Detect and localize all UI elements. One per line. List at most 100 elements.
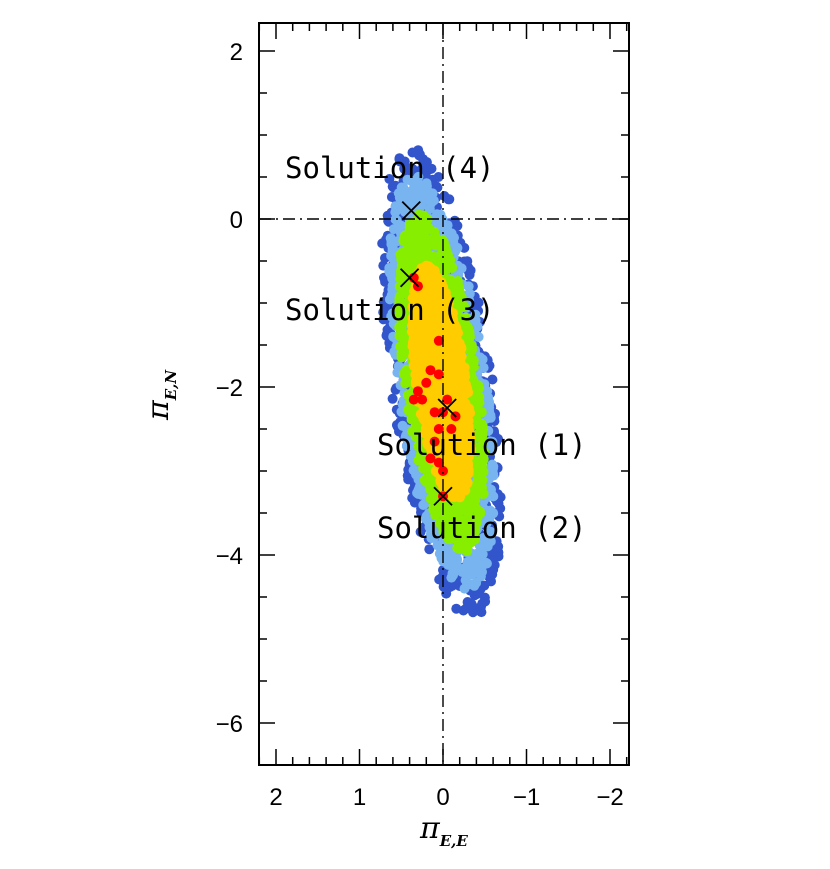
solution-label: Solution (1) bbox=[377, 428, 587, 462]
cloud-point bbox=[404, 439, 415, 450]
cloud-point bbox=[484, 402, 495, 413]
cloud-point bbox=[464, 579, 475, 590]
cloud-point bbox=[446, 262, 457, 273]
cloud-point bbox=[443, 477, 454, 488]
cloud-point bbox=[391, 236, 402, 247]
cloud-point bbox=[473, 297, 484, 308]
cloud-point bbox=[452, 220, 463, 231]
cloud-point bbox=[403, 474, 414, 485]
cloud-point bbox=[407, 242, 418, 253]
cloud-point bbox=[384, 266, 395, 277]
x-tick-label: −2 bbox=[596, 784, 623, 811]
cloud-point bbox=[421, 260, 432, 271]
cloud-point bbox=[408, 187, 419, 198]
x-tick-label: 0 bbox=[436, 784, 449, 811]
cloud-point bbox=[395, 156, 405, 167]
cloud-point bbox=[472, 603, 483, 614]
cloud-point bbox=[417, 239, 428, 250]
cloud-point bbox=[410, 220, 420, 231]
cloud-point bbox=[402, 198, 413, 209]
cloud-point bbox=[424, 203, 435, 214]
cloud-point bbox=[437, 542, 448, 552]
cloud-point bbox=[463, 560, 474, 571]
cloud-point bbox=[495, 503, 506, 514]
cloud-point bbox=[472, 558, 483, 569]
cloud-point bbox=[426, 528, 437, 539]
cloud-point bbox=[399, 368, 410, 379]
cloud-point bbox=[420, 165, 431, 176]
cloud-point bbox=[485, 526, 496, 537]
cloud-point bbox=[446, 228, 457, 239]
cloud-point bbox=[387, 393, 398, 404]
cloud-point bbox=[464, 269, 475, 280]
cloud-point bbox=[488, 461, 499, 472]
cloud-point bbox=[423, 386, 434, 397]
cloud-point bbox=[421, 334, 431, 345]
cloud-point bbox=[477, 488, 488, 499]
cloud-point bbox=[388, 254, 399, 265]
cloud-point bbox=[463, 281, 474, 292]
cloud-point bbox=[418, 154, 429, 165]
cloud-point bbox=[469, 361, 479, 372]
cloud-point bbox=[477, 534, 488, 545]
cloud-point bbox=[382, 324, 393, 335]
cloud-point bbox=[493, 541, 504, 552]
red-point bbox=[438, 466, 448, 476]
cloud-point bbox=[412, 363, 423, 373]
x-tick-label: 1 bbox=[353, 784, 366, 811]
cloud-point bbox=[449, 561, 460, 572]
cloud-point bbox=[378, 307, 389, 318]
cloud-point bbox=[489, 560, 500, 570]
cloud-point bbox=[423, 189, 434, 200]
cloud-point bbox=[460, 410, 471, 421]
cloud-point bbox=[424, 544, 435, 555]
cloud-point bbox=[460, 398, 471, 409]
cloud-point bbox=[396, 348, 407, 359]
cloud-point bbox=[472, 321, 483, 332]
cloud-point bbox=[423, 222, 434, 233]
x-axis-label: πE,E bbox=[419, 811, 468, 850]
red-point bbox=[417, 394, 428, 405]
cloud-point bbox=[479, 580, 490, 591]
cloud-point bbox=[451, 345, 462, 356]
solution-label: Solution (2) bbox=[377, 511, 587, 545]
cloud-point bbox=[390, 214, 401, 225]
posterior-cloud bbox=[377, 145, 506, 618]
cloud-point bbox=[430, 231, 441, 242]
cloud-point bbox=[442, 220, 453, 231]
cloud-point bbox=[454, 374, 464, 384]
y-tick-label: −6 bbox=[216, 711, 243, 738]
cloud-point bbox=[401, 250, 412, 261]
cloud-point bbox=[435, 359, 446, 370]
cloud-point bbox=[472, 551, 483, 562]
cloud-point bbox=[448, 237, 459, 248]
cloud-point bbox=[439, 191, 450, 201]
cloud-point bbox=[378, 314, 389, 325]
x-tick-label: −1 bbox=[513, 784, 540, 811]
cloud-point bbox=[440, 242, 451, 253]
cloud-point bbox=[402, 174, 413, 185]
cloud-point bbox=[427, 271, 438, 282]
cloud-point bbox=[458, 483, 469, 494]
cloud-point bbox=[477, 354, 488, 365]
cloud-point bbox=[476, 467, 487, 478]
y-tick-label: −2 bbox=[216, 375, 243, 402]
y-tick-label: 0 bbox=[230, 207, 243, 234]
red-point bbox=[421, 377, 432, 388]
cloud-point bbox=[416, 489, 427, 500]
cloud-point bbox=[448, 570, 458, 581]
cloud-point bbox=[413, 171, 424, 182]
red-point bbox=[442, 394, 453, 405]
cloud-point bbox=[488, 508, 499, 519]
cloud-point bbox=[487, 374, 498, 385]
solution-label: Solution (3) bbox=[285, 293, 495, 327]
cloud-point bbox=[437, 346, 448, 357]
cloud-point bbox=[421, 511, 432, 522]
cloud-point bbox=[398, 185, 409, 196]
cloud-point bbox=[410, 348, 421, 359]
cloud-point bbox=[489, 552, 500, 563]
x-tick-label: 2 bbox=[269, 784, 282, 811]
y-axis-label: πE,N bbox=[141, 369, 180, 421]
cloud-point bbox=[418, 248, 429, 259]
